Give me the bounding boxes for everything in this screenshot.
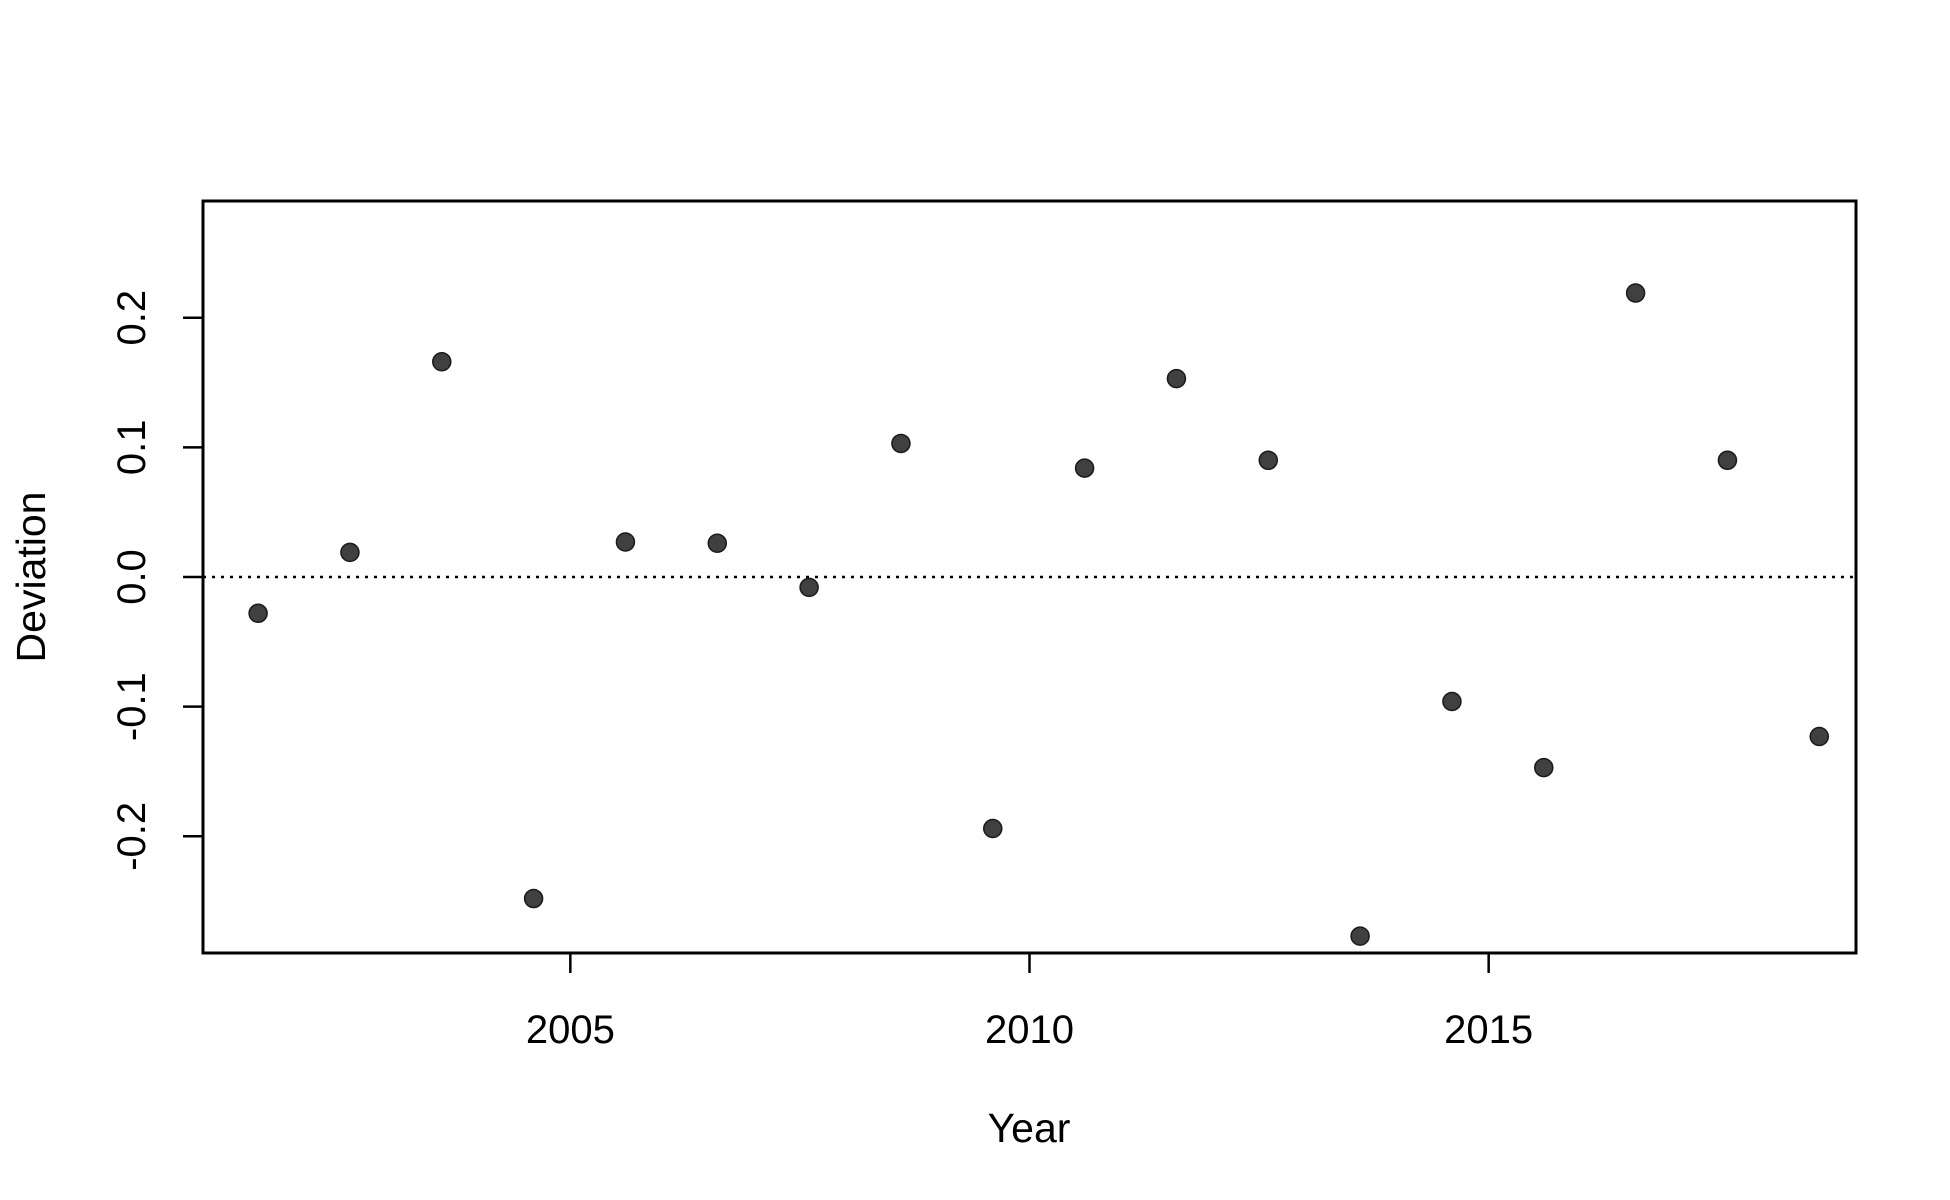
data-point [248,603,268,624]
data-point [891,433,911,454]
data-point [1442,691,1462,712]
y-tick-label: 0.0 [110,549,154,605]
data-point [707,533,728,554]
x-tick-label: 2010 [985,1008,1074,1052]
y-tick-label: -0.2 [110,802,154,871]
y-tick-label: -0.1 [110,672,154,741]
data-point [1534,757,1554,778]
data-point [799,577,819,598]
data-point [1258,450,1279,471]
x-axis: 2005 2010 2015 [526,953,1533,1052]
x-axis-title: Year [988,1105,1071,1151]
data-points [248,283,1830,946]
data-point [523,888,544,909]
data-point [1625,283,1646,303]
data-point [1074,458,1095,478]
y-tick-label: 0.1 [110,420,154,476]
y-axis-title: Deviation [8,492,54,663]
data-point [1717,450,1738,471]
x-tick-label: 2015 [1444,1008,1533,1052]
data-point [983,818,1003,839]
data-point [1350,926,1370,946]
y-tick-label: 0.2 [110,290,154,346]
data-point [1166,368,1187,389]
data-point [615,532,636,552]
data-point [340,542,360,563]
data-point [1809,726,1830,747]
x-tick-label: 2005 [526,1008,615,1052]
data-point [432,352,452,372]
y-axis: -0.2 -0.1 0.0 0.1 0.2 [110,290,203,871]
